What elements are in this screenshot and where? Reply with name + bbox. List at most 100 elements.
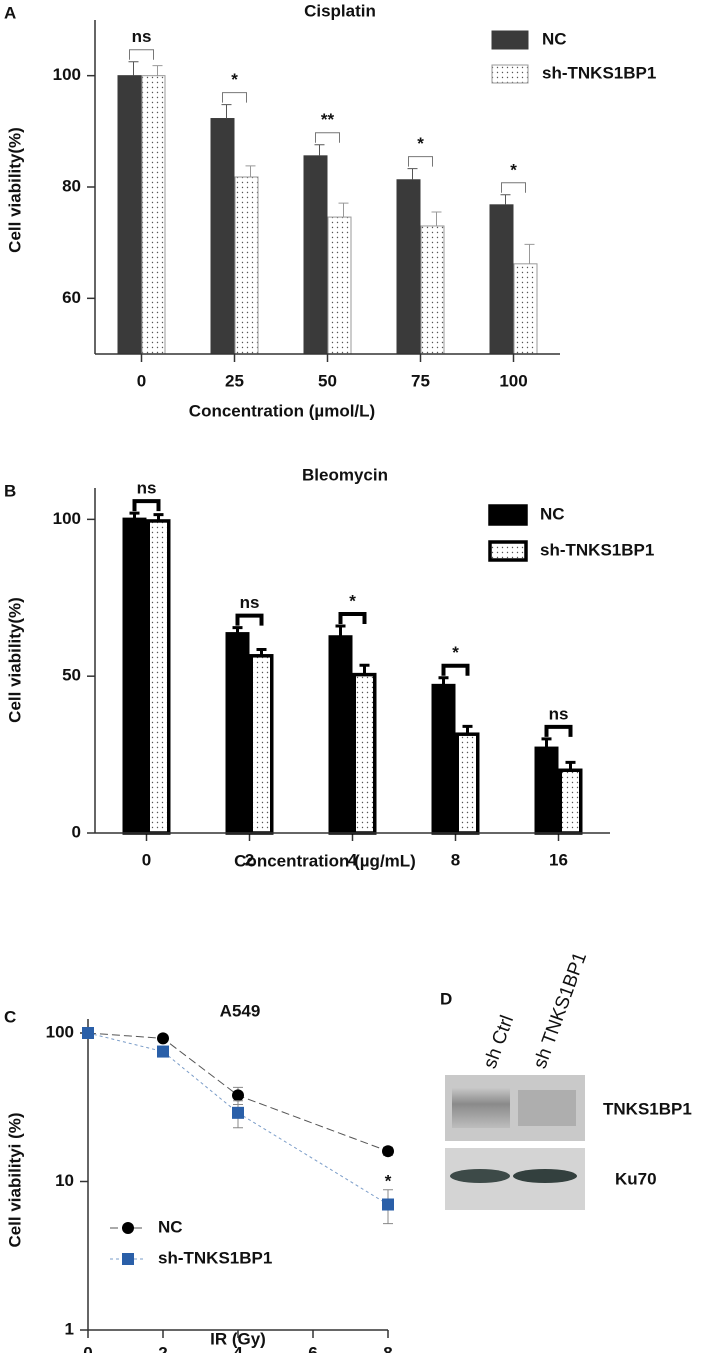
- lane-label: sh Ctrl: [480, 1013, 519, 1072]
- error-bar: [256, 648, 267, 656]
- band-label: TNKS1BP1: [603, 1099, 692, 1118]
- bar: [146, 519, 171, 835]
- error-bar: [232, 626, 243, 634]
- significance-bracket: [338, 612, 367, 624]
- bar: [303, 155, 328, 355]
- bar: [210, 118, 235, 355]
- error-bar: [335, 624, 346, 637]
- bar: [122, 517, 147, 835]
- error-bar: [338, 202, 349, 218]
- error-bar: [565, 760, 576, 771]
- y-tick-label: 0: [72, 822, 81, 841]
- significance-label: *: [417, 134, 424, 153]
- significance-bracket: [222, 92, 247, 103]
- x-tick-label: 50: [318, 371, 337, 390]
- bar: [234, 176, 259, 355]
- bar: [558, 768, 583, 835]
- blot: D sh Ctrl sh TNKS1BP1 TNKS1BP1 Ku70: [440, 949, 692, 1210]
- significance-label: *: [349, 591, 356, 610]
- x-tick-label: 6: [308, 1343, 317, 1353]
- significance-label: **: [321, 110, 335, 129]
- x-axis-label: Concentration (µg/mL): [234, 851, 416, 870]
- y-tick-label: 100: [53, 509, 81, 528]
- point: [382, 1198, 394, 1211]
- legend-label: NC: [158, 1217, 183, 1236]
- point: [82, 1027, 94, 1039]
- x-axis-label: Concentration (µmol/L): [189, 401, 375, 420]
- error-bar: [221, 104, 232, 119]
- legend-swatch: [488, 540, 528, 562]
- significance-bracket: [441, 663, 470, 676]
- x-tick-label: 8: [451, 850, 460, 869]
- error-bar: [314, 144, 325, 156]
- x-axis-label: IR (Gy): [210, 1329, 266, 1348]
- error-bar: [152, 65, 163, 76]
- blot-band: [452, 1088, 510, 1128]
- legend-label: NC: [542, 29, 567, 48]
- legend-label: NC: [540, 504, 565, 523]
- legend-label: sh-TNKS1BP1: [158, 1248, 272, 1267]
- point: [157, 1032, 169, 1045]
- significance-label: *: [510, 160, 517, 179]
- error-bar: [359, 663, 370, 675]
- error-bar: [541, 737, 552, 749]
- blot-band: [513, 1169, 577, 1183]
- line: [87, 1032, 389, 1205]
- bar: [328, 635, 353, 835]
- y-tick-label: 1: [65, 1319, 74, 1338]
- blot-band: [450, 1169, 510, 1183]
- x-tick-label: 4: [348, 850, 358, 869]
- error-bar: [438, 676, 449, 686]
- point: [232, 1106, 244, 1119]
- significance-label: *: [385, 1171, 392, 1190]
- error-bar: [431, 211, 442, 226]
- y-tick-label: 80: [62, 176, 81, 195]
- legend-swatch: [488, 504, 528, 526]
- bar: [489, 204, 514, 355]
- panel-letter: B: [4, 481, 16, 500]
- x-tick-label: 100: [499, 371, 527, 390]
- y-axis-label: Cell viabilityi (%): [5, 1112, 24, 1247]
- error-bar: [128, 61, 139, 76]
- blot-band: [518, 1090, 576, 1126]
- bar: [141, 75, 166, 355]
- bar: [225, 632, 250, 835]
- significance-label: ns: [240, 593, 260, 612]
- y-tick-label: 100: [46, 1022, 74, 1041]
- legend-marker: [122, 1222, 134, 1234]
- significance-bracket: [235, 613, 264, 626]
- error-bar: [129, 511, 140, 520]
- significance-label: *: [231, 70, 238, 89]
- x-tick-label: 25: [225, 371, 244, 390]
- lane-label: sh TNKS1BP1: [530, 949, 592, 1071]
- bar: [117, 75, 142, 355]
- x-tick-label: 16: [549, 850, 568, 869]
- legend-swatch: [491, 30, 529, 50]
- chart-title: A549: [220, 1001, 261, 1020]
- line: [87, 1032, 389, 1152]
- x-tick-label: 0: [83, 1343, 92, 1353]
- bar: [249, 654, 274, 835]
- bar: [352, 672, 377, 835]
- significance-bracket: [501, 182, 526, 193]
- point: [232, 1089, 244, 1102]
- x-tick-label: 0: [137, 371, 146, 390]
- y-tick-label: 50: [62, 666, 81, 685]
- panel-letter: C: [4, 1007, 16, 1026]
- chart-title: Cisplatin: [304, 1, 376, 20]
- legend-label: sh-TNKS1BP1: [542, 63, 656, 82]
- panel-letter: A: [4, 3, 16, 22]
- error-bar: [500, 194, 511, 205]
- significance-bracket: [129, 49, 154, 60]
- band-label: Ku70: [615, 1169, 657, 1188]
- error-bar: [407, 168, 418, 180]
- x-tick-label: 0: [142, 850, 151, 869]
- significance-label: *: [452, 643, 459, 662]
- bar: [327, 216, 352, 355]
- error-bar: [245, 165, 256, 177]
- significance-label: ns: [137, 479, 157, 498]
- y-tick-label: 60: [62, 288, 81, 307]
- error-bar: [462, 724, 473, 735]
- bar: [534, 746, 559, 835]
